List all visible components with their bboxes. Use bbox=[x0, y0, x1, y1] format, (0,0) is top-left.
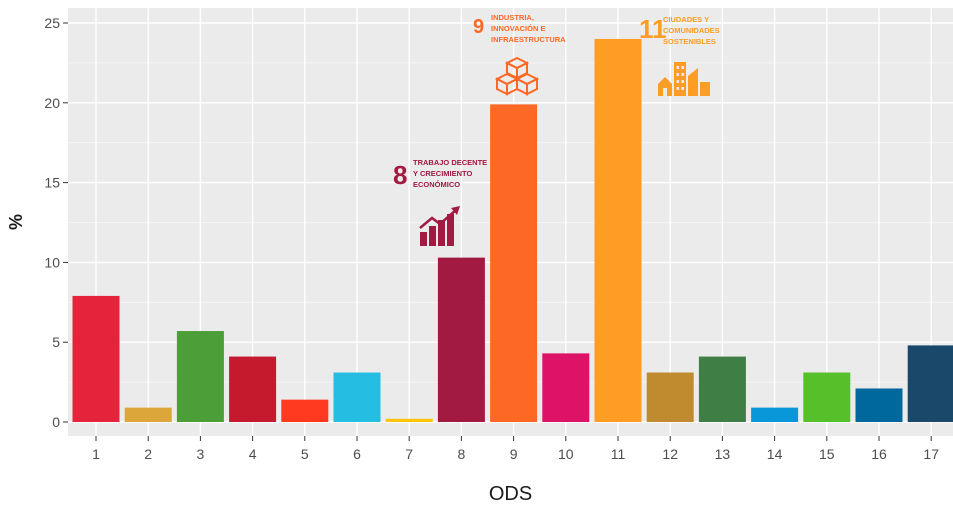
bar-ods-16 bbox=[855, 388, 903, 422]
x-axis-title: ODS bbox=[489, 483, 532, 505]
x-tick-label: 8 bbox=[458, 446, 466, 462]
x-tick-label: 3 bbox=[197, 446, 205, 462]
y-tick-label: 5 bbox=[52, 334, 60, 350]
sdg-label-line: COMUNIDADES bbox=[663, 26, 720, 35]
bar-ods-11 bbox=[594, 38, 642, 423]
bar-ods-12 bbox=[646, 372, 694, 422]
y-tick-label: 25 bbox=[44, 15, 60, 31]
x-tick-label: 17 bbox=[923, 446, 939, 462]
x-tick-label: 6 bbox=[353, 446, 361, 462]
x-tick-label: 11 bbox=[611, 446, 626, 462]
bar-ods-3 bbox=[176, 331, 224, 422]
sdg-label-line: INNOVACIÓN E bbox=[491, 24, 545, 33]
x-tick-label: 1 bbox=[92, 446, 100, 462]
sdg-label-line: INFRAESTRUCTURA bbox=[491, 35, 566, 44]
y-axis-title: % bbox=[6, 214, 26, 230]
city-icon bbox=[658, 62, 710, 96]
y-axis: 0 5 10 15 20 25 bbox=[44, 15, 68, 430]
x-tick-label: 12 bbox=[662, 446, 678, 462]
bars bbox=[72, 38, 953, 423]
growth-chart-icon bbox=[419, 206, 460, 246]
x-tick-label: 15 bbox=[819, 446, 835, 462]
bar-ods-9 bbox=[490, 104, 538, 423]
bar-ods-1 bbox=[72, 295, 120, 422]
sdg-annotation-8: 8 TRABAJO DECENTE Y CRECIMIENTO ECONÓMICO bbox=[393, 158, 487, 246]
sdg-annotation-9: 9 INDUSTRIA, INNOVACIÓN E INFRAESTRUCTURA bbox=[473, 13, 566, 96]
x-tick-label: 7 bbox=[405, 446, 413, 462]
bar-ods-7 bbox=[385, 418, 433, 422]
sdg-number: 9 bbox=[473, 16, 484, 38]
bar-ods-4 bbox=[229, 356, 277, 422]
x-tick-label: 5 bbox=[301, 446, 309, 462]
sdg-number: 11 bbox=[639, 14, 667, 44]
bar-ods-2 bbox=[124, 407, 172, 422]
bar-ods-13 bbox=[698, 356, 746, 422]
x-axis: 1 2 3 4 5 6 7 8 9 10 11 12 13 14 15 16 17 bbox=[92, 436, 939, 462]
x-tick-label: 13 bbox=[715, 446, 731, 462]
x-tick-label: 4 bbox=[249, 446, 257, 462]
sdg-label-line: INDUSTRIA, bbox=[491, 13, 534, 22]
y-tick-label: 15 bbox=[44, 175, 60, 191]
y-tick-label: 10 bbox=[44, 254, 60, 270]
bar-ods-8 bbox=[437, 257, 485, 422]
x-tick-label: 16 bbox=[871, 446, 887, 462]
annotations: 8 TRABAJO DECENTE Y CRECIMIENTO ECONÓMICO 9 I… bbox=[393, 13, 720, 246]
x-tick-label: 10 bbox=[558, 446, 574, 462]
bar-ods-5 bbox=[281, 399, 329, 422]
x-tick-label: 14 bbox=[767, 446, 783, 462]
sdg-label-line: TRABAJO DECENTE bbox=[413, 158, 487, 167]
bar-ods-17 bbox=[907, 345, 953, 422]
x-tick-label: 2 bbox=[144, 446, 152, 462]
sdg-label-line: ECONÓMICO bbox=[413, 180, 460, 189]
bar-ods-6 bbox=[333, 372, 381, 422]
cubes-icon bbox=[494, 56, 540, 96]
bar-ods-10 bbox=[542, 353, 590, 422]
bar-ods-15 bbox=[803, 372, 851, 422]
sdg-label-line: CIUDADES Y bbox=[663, 15, 709, 24]
sdg-label-line: Y CRECIMIENTO bbox=[413, 169, 472, 178]
x-tick-label: 9 bbox=[510, 446, 518, 462]
sdg-label-line: SOSTENIBLES bbox=[663, 37, 716, 46]
y-tick-label: 20 bbox=[44, 95, 60, 111]
sdg-number: 8 bbox=[393, 160, 407, 190]
bar-ods-14 bbox=[751, 407, 799, 422]
y-tick-label: 0 bbox=[52, 414, 60, 430]
